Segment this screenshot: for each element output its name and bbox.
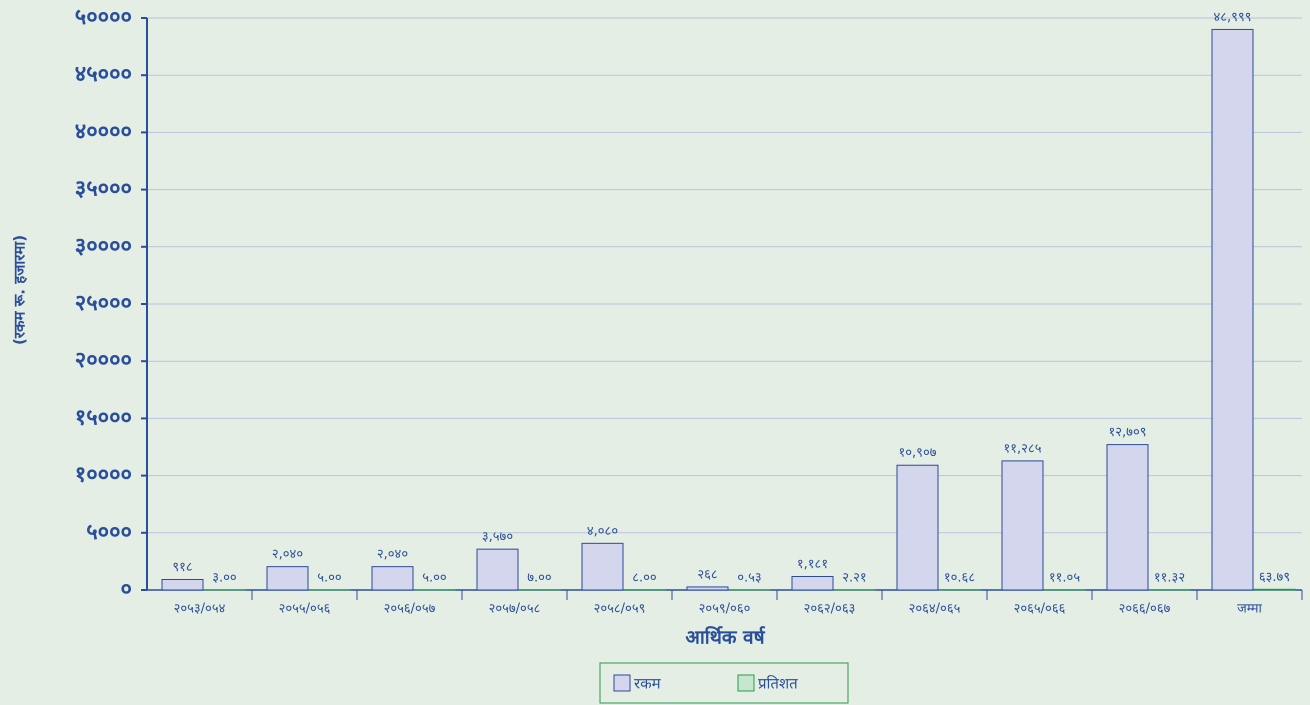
bar	[791, 575, 834, 591]
y-axis-title: (रकम रू. हजारमा)	[11, 235, 29, 345]
y-tick-label: ४५०००	[75, 62, 132, 87]
data-label: ११,२८५	[1004, 441, 1042, 456]
bar	[266, 566, 309, 591]
y-tick-label: २५०००	[75, 291, 132, 316]
data-label: १२,७०९	[1109, 425, 1147, 440]
legend-label: रकम	[634, 675, 662, 693]
x-tick-label: २०६४/०६५	[909, 602, 961, 617]
data-label: ४८,९९९	[1214, 10, 1252, 25]
legend-label: प्रतिशत	[758, 675, 798, 693]
x-tick-label: २०६५/०६६	[1014, 602, 1066, 617]
data-label: ५.००	[317, 570, 341, 585]
bar	[161, 578, 204, 591]
y-tick-label: २००००	[75, 348, 132, 373]
data-label: ३,५७०	[482, 530, 513, 545]
bar	[581, 542, 624, 591]
y-tick-label: ३००००	[75, 234, 132, 259]
data-label: २,०४०	[272, 547, 303, 562]
data-label: ९१८	[172, 560, 193, 575]
y-tick-label: ३५०००	[75, 177, 132, 202]
x-tick-label: २०५६/०५७	[384, 602, 436, 617]
data-label: ५.००	[422, 570, 446, 585]
legend-box	[599, 662, 849, 704]
legend-swatch	[613, 674, 631, 692]
bar	[1106, 444, 1149, 591]
bar	[1211, 28, 1254, 591]
y-tick-label: ५००००	[75, 5, 132, 30]
data-label: ०.५३	[737, 570, 761, 585]
bar	[476, 548, 519, 591]
bar	[1253, 588, 1296, 591]
bar	[686, 586, 729, 591]
data-label: ७.००	[527, 570, 551, 585]
y-tick-label: ०	[121, 577, 132, 602]
data-label: ६३.७९	[1259, 570, 1290, 585]
x-axis-title: आर्थिक वर्ष	[685, 626, 765, 649]
bar	[1001, 460, 1044, 591]
y-tick-label: १५०००	[75, 405, 132, 430]
data-label: २.२१	[842, 570, 866, 585]
x-tick-label: २०५७/०५८	[489, 602, 541, 617]
bar	[896, 464, 939, 591]
data-label: ११.३२	[1154, 570, 1185, 585]
x-tick-label: २०५८/०५९	[594, 602, 646, 617]
data-label: ३.००	[212, 570, 236, 585]
data-label: १०.६८	[944, 570, 975, 585]
x-tick-label: २०५३/०५४	[174, 602, 226, 617]
x-tick-label: २०५९/०६०	[699, 602, 751, 617]
bar	[371, 566, 414, 591]
data-label: ११.०५	[1049, 570, 1080, 585]
y-tick-label: १००००	[75, 463, 132, 488]
x-tick-label: २०६२/०६३	[804, 602, 856, 617]
x-tick-label: २०५५/०५६	[279, 602, 331, 617]
data-label: १०,९०७	[899, 446, 937, 461]
y-tick-label: ४००००	[75, 119, 132, 144]
legend-swatch	[737, 674, 755, 692]
x-tick-label: २०६६/०६७	[1119, 602, 1171, 617]
y-tick-label: ५०००	[86, 520, 132, 545]
x-tick-label: जम्मा	[1237, 602, 1262, 617]
data-label: २,०४०	[377, 547, 408, 562]
data-label: १,१८१	[797, 557, 828, 572]
data-label: ४,०८०	[587, 524, 618, 539]
data-label: २६८	[697, 567, 718, 582]
data-label: ८.००	[632, 570, 656, 585]
